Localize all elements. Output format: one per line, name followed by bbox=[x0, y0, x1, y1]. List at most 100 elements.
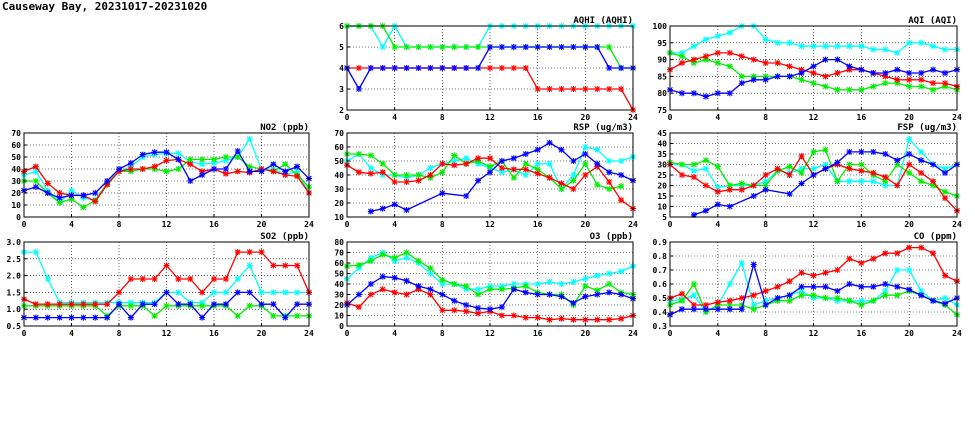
data-point bbox=[906, 267, 913, 273]
x-tick-label: 12 bbox=[809, 113, 819, 122]
data-point bbox=[270, 312, 277, 319]
data-point bbox=[738, 306, 745, 313]
data-point bbox=[211, 156, 217, 163]
data-point bbox=[439, 190, 446, 197]
data-point bbox=[702, 306, 709, 313]
x-tick-label: 12 bbox=[809, 329, 819, 338]
data-point bbox=[702, 207, 709, 214]
data-point bbox=[774, 73, 781, 80]
y-tick-label: 0.4 bbox=[653, 308, 668, 317]
x-tick-label: 0 bbox=[345, 113, 350, 122]
data-point bbox=[367, 208, 374, 215]
y-tick-label: 70 bbox=[334, 249, 344, 258]
data-point bbox=[127, 299, 134, 306]
data-point bbox=[391, 179, 398, 185]
data-point bbox=[570, 158, 577, 164]
data-point bbox=[618, 183, 625, 190]
data-point bbox=[714, 49, 721, 56]
data-point bbox=[139, 151, 146, 158]
data-point bbox=[451, 158, 458, 164]
data-point bbox=[582, 151, 589, 157]
data-point bbox=[618, 172, 625, 178]
data-point bbox=[32, 184, 39, 190]
data-point bbox=[510, 174, 517, 181]
x-tick-label: 12 bbox=[162, 329, 172, 338]
data-point bbox=[104, 314, 111, 321]
data-point bbox=[582, 86, 589, 92]
data-point bbox=[822, 295, 829, 301]
data-point bbox=[594, 86, 601, 92]
data-point bbox=[858, 178, 865, 185]
data-point bbox=[56, 314, 63, 321]
data-point bbox=[834, 56, 841, 63]
data-point bbox=[810, 283, 817, 290]
data-point bbox=[92, 314, 99, 321]
data-point bbox=[570, 44, 577, 50]
data-point bbox=[355, 151, 362, 157]
data-point bbox=[774, 39, 781, 46]
data-point bbox=[738, 302, 745, 308]
data-point bbox=[918, 288, 925, 294]
y-tick-label: 25 bbox=[657, 171, 667, 180]
data-point bbox=[918, 83, 925, 90]
y-tick-label: 3 bbox=[339, 85, 344, 94]
data-point bbox=[558, 293, 565, 300]
data-point bbox=[906, 70, 913, 77]
data-point bbox=[439, 44, 446, 50]
data-point bbox=[930, 86, 937, 93]
x-tick-label: 4 bbox=[715, 329, 720, 338]
data-point bbox=[294, 262, 301, 269]
data-point bbox=[487, 283, 493, 290]
data-point bbox=[762, 186, 769, 193]
data-point bbox=[750, 73, 757, 80]
data-point bbox=[594, 160, 601, 167]
data-point bbox=[762, 73, 769, 80]
data-point bbox=[918, 292, 925, 299]
data-point bbox=[882, 73, 889, 80]
data-point bbox=[858, 283, 865, 290]
data-point bbox=[834, 288, 841, 294]
chart-title: SO2 (ppb) bbox=[260, 232, 309, 242]
data-point bbox=[606, 316, 613, 323]
y-tick-label: 0.5 bbox=[7, 322, 22, 331]
data-point bbox=[451, 307, 458, 314]
data-point bbox=[222, 170, 229, 177]
data-point bbox=[894, 49, 901, 56]
data-point bbox=[498, 169, 505, 176]
data-point bbox=[415, 44, 422, 50]
series-rsp-3 bbox=[367, 139, 636, 215]
data-point bbox=[690, 302, 697, 308]
chart-title: NO2 (ppb) bbox=[260, 123, 309, 133]
data-point bbox=[870, 169, 877, 176]
data-point bbox=[810, 272, 817, 279]
data-point bbox=[822, 146, 829, 153]
data-point bbox=[582, 144, 589, 150]
data-point bbox=[439, 307, 446, 314]
chart-no2: 0 4 8 12 16 20 24 0 10 20 30 40 50 60 70 NO2 (ppb) bbox=[11, 123, 314, 229]
data-point bbox=[942, 70, 949, 77]
chart-title: AQI (AQI) bbox=[908, 16, 957, 26]
data-point bbox=[510, 155, 517, 162]
data-point bbox=[810, 148, 817, 155]
data-point bbox=[498, 165, 505, 171]
data-point bbox=[211, 275, 217, 282]
data-point bbox=[810, 80, 817, 87]
chart-title: RSP (ug/m3) bbox=[573, 123, 633, 133]
data-point bbox=[750, 302, 757, 308]
data-point bbox=[127, 302, 134, 309]
data-point bbox=[834, 295, 841, 301]
x-tick-label: 24 bbox=[628, 329, 638, 338]
data-point bbox=[762, 178, 769, 185]
y-tick-label: 60 bbox=[334, 259, 344, 268]
data-point bbox=[546, 86, 553, 92]
data-point bbox=[282, 262, 289, 269]
data-point bbox=[594, 181, 601, 188]
data-point bbox=[463, 65, 470, 71]
data-point bbox=[798, 165, 805, 172]
series-aqi-1 bbox=[667, 49, 960, 93]
data-point bbox=[475, 310, 482, 317]
y-tick-label: 0.5 bbox=[653, 294, 668, 303]
y-tick-label: 50 bbox=[11, 153, 21, 162]
x-tick-label: 8 bbox=[440, 220, 445, 229]
